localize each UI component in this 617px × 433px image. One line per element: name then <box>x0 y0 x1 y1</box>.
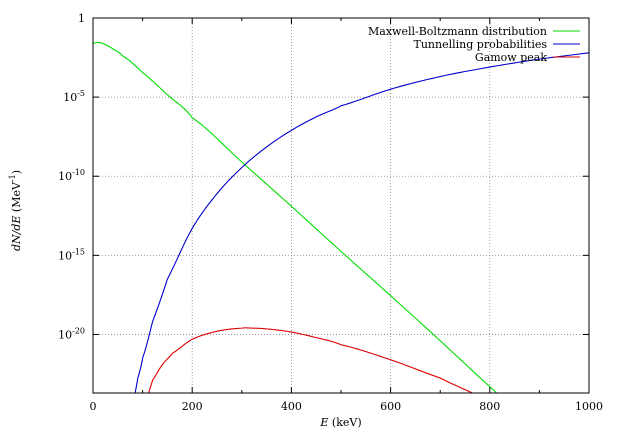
legend-label-2: Gamow peak <box>475 51 547 64</box>
y-tick-label: 10-5 <box>63 89 85 104</box>
y-tick-label: 10-20 <box>58 326 85 341</box>
y-axis-title: dN/dE (MeV-1) <box>8 170 23 251</box>
y-tick-label: 1 <box>78 12 85 25</box>
label-layer: 0 200 400 600 800 1000 1 10-5 10-10 10-15 10-20 E (… <box>8 12 603 429</box>
x-tick-label: 0 <box>90 400 97 413</box>
tick-layer <box>92 17 590 393</box>
x-tick-label: 1000 <box>575 400 603 413</box>
legend-label-0: Maxwell-Boltzmann distribution <box>368 25 547 38</box>
series-line-2 <box>148 327 473 393</box>
x-tick-label: 400 <box>281 400 302 413</box>
grid-layer <box>93 18 589 393</box>
y-tick-label: 10-10 <box>58 168 85 183</box>
x-axis-title: E (keV) <box>319 416 361 429</box>
x-tick-label: 200 <box>182 400 203 413</box>
series-line-0 <box>93 41 498 393</box>
y-tick-label: 10-15 <box>58 247 85 262</box>
series-layer <box>93 41 589 393</box>
series-line-1 <box>134 52 589 393</box>
x-tick-label: 800 <box>479 400 500 413</box>
legend-label-1: Tunnelling probabilities <box>414 38 548 51</box>
x-tick-label: 600 <box>380 400 401 413</box>
plot-frame <box>92 17 590 394</box>
legend: Maxwell-Boltzmann distributionTunnelling… <box>368 25 580 64</box>
